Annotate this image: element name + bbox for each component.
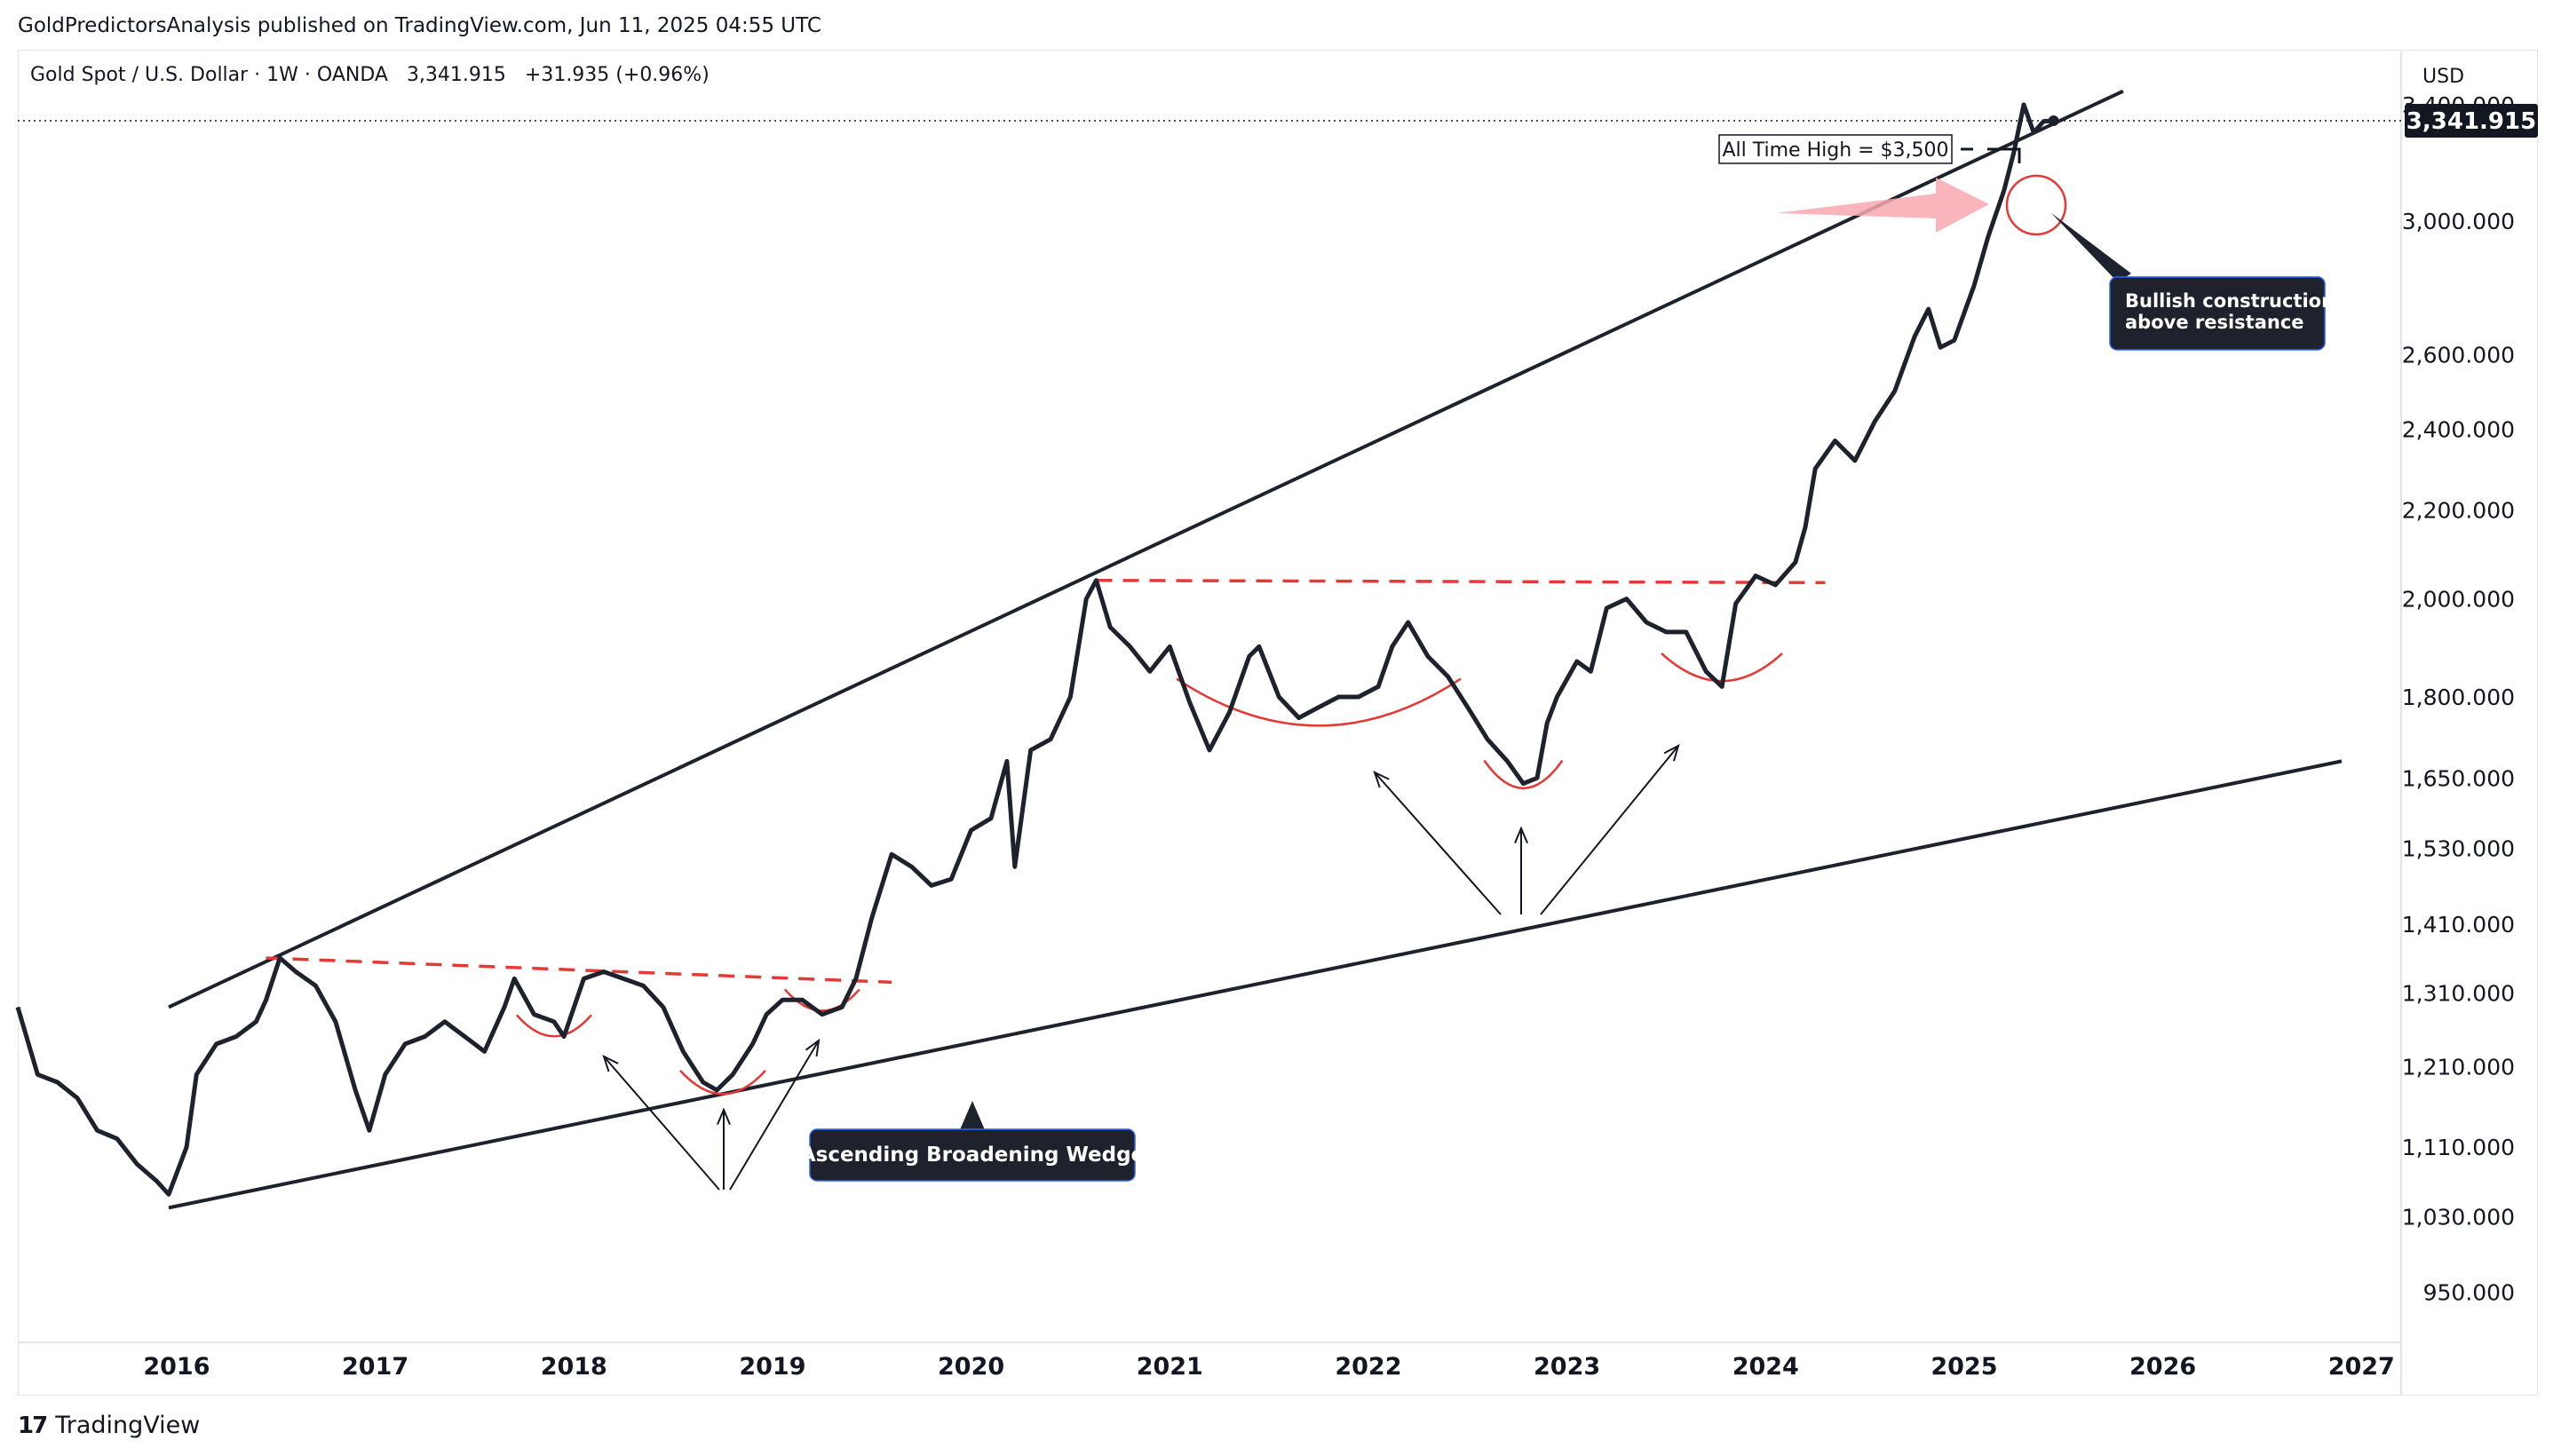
ath-circle <box>2005 174 2067 236</box>
x-tick-label: 2020 <box>938 1353 1004 1381</box>
pointer-arrow <box>603 1056 720 1191</box>
price-tag-box <box>2405 103 2538 138</box>
x-tick-label: 2023 <box>1534 1353 1600 1381</box>
tradingview-mark-icon: 17 <box>18 1412 48 1439</box>
y-tick-label: 1,530.000 <box>2402 835 2515 861</box>
y-tick-label: 1,800.000 <box>2402 684 2515 710</box>
y-tick-label: 950.000 <box>2423 1279 2515 1305</box>
wedge-lower-line <box>168 759 2343 1210</box>
bullish-label-pointer <box>2051 213 2131 282</box>
annotations: Ascending Broadening Wedge <box>168 89 2343 1210</box>
currency-selector[interactable]: USD <box>2422 66 2465 88</box>
bullish-label-line1: Bullish construction <box>2125 290 2335 312</box>
price-change: +31.935 (+0.96%) <box>524 64 710 86</box>
cup-arc <box>1483 759 1564 790</box>
tradingview-logo[interactable]: 17 TradingView <box>18 1412 200 1439</box>
x-tick-label: 2019 <box>739 1353 805 1381</box>
cup-arc <box>515 1014 592 1038</box>
bullish-label-box <box>2109 276 2326 351</box>
publisher-line: GoldPredictorsAnalysis published on Trad… <box>18 14 821 37</box>
ath-label-box <box>1718 134 1953 164</box>
x-axis-ticks: 2016 2017 2018 2019 2020 2021 2022 2023 2024 2025… <box>143 1353 2394 1381</box>
arrowhead <box>805 1038 821 1056</box>
ath-label: All Time High = $3,500 <box>1722 139 1948 162</box>
last-price: 3,341.915 <box>406 64 506 86</box>
tradingview-brand: TradingView <box>55 1412 201 1439</box>
x-tick-label: 2025 <box>1931 1353 1997 1381</box>
price-tag-text: 3,341.915 <box>2406 108 2536 135</box>
cup-arc <box>679 1070 766 1096</box>
y-tick-label: 1,210.000 <box>2402 1055 2515 1080</box>
y-tick-label: 1,310.000 <box>2402 980 2515 1006</box>
y-tick-label: 1,650.000 <box>2402 765 2515 791</box>
chart-frame <box>18 50 2538 1396</box>
y-tick-label: 2,000.000 <box>2402 586 2515 612</box>
x-tick-label: 2027 <box>2328 1353 2395 1381</box>
pointer-arrow <box>1540 745 1679 915</box>
wedge-label: Ascending Broadening Wedge <box>800 1143 1145 1167</box>
symbol-name: Gold Spot / U.S. Dollar · 1W · OANDA <box>30 64 388 86</box>
x-tick-label: 2024 <box>1732 1353 1799 1381</box>
pink-arrow <box>1776 178 1989 233</box>
y-tick-label: 2,600.000 <box>2402 342 2515 368</box>
arrowhead <box>717 1107 731 1125</box>
y-tick-label: 1,030.000 <box>2402 1204 2515 1230</box>
price-line <box>15 102 2054 1197</box>
x-tick-label: 2016 <box>143 1353 210 1381</box>
wedge-upper-line <box>168 89 2124 1009</box>
resistance-line <box>266 956 892 985</box>
y-axis-ticks: 950.000 1,030.000 1,110.000 1,210.000 1,310.… <box>2402 92 2515 1305</box>
arrowhead <box>1373 771 1390 788</box>
bullish-label-line2: above resistance <box>2125 312 2304 333</box>
y-tick-label: 2,400.000 <box>2402 416 2515 442</box>
price-tag: 3,341.915 <box>2405 103 2538 138</box>
wedge-label-pointer <box>959 1101 986 1132</box>
ath-bracket <box>1961 147 2021 163</box>
y-tick-label: 3,000.000 <box>2402 209 2515 234</box>
y-tick-label: 1,410.000 <box>2402 912 2515 938</box>
arrowhead <box>1663 744 1680 762</box>
annotations-top: All Time High = $3,500 Bullish constructi… <box>1718 115 2335 351</box>
cup-arc <box>783 988 860 1012</box>
last-point-marker <box>2048 115 2059 126</box>
y-tick-label: 1,110.000 <box>2402 1135 2515 1160</box>
wedge-label-box <box>809 1128 1136 1182</box>
x-tick-label: 2021 <box>1137 1353 1203 1381</box>
y-tick-label: 2,200.000 <box>2402 498 2515 524</box>
x-tick-label: 2022 <box>1335 1353 1401 1381</box>
x-tick-label: 2026 <box>2129 1353 2196 1381</box>
arrowhead <box>602 1055 619 1072</box>
arrowhead <box>1514 826 1528 843</box>
pointer-arrow <box>729 1040 820 1191</box>
x-tick-label: 2018 <box>541 1353 607 1381</box>
pointer-arrow <box>1374 772 1502 915</box>
x-tick-label: 2017 <box>342 1353 408 1381</box>
cup-arc <box>1176 677 1462 727</box>
resistance-line <box>1096 578 1826 585</box>
symbol-info: Gold Spot / U.S. Dollar · 1W · OANDA 3,3… <box>30 64 710 86</box>
